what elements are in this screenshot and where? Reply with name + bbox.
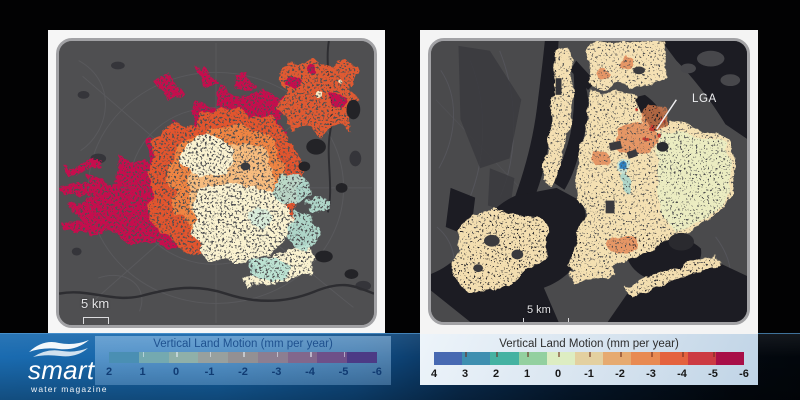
legend-color-segment [631, 352, 660, 365]
legend-color-segment [198, 352, 229, 363]
legend-tick [682, 352, 684, 357]
legend-tick-label: -6 [739, 368, 749, 380]
legend-tick [243, 352, 245, 357]
land-motion-data [60, 56, 360, 288]
scale-bar-label: 5 km [81, 296, 110, 311]
legend-color-segment [317, 352, 348, 363]
legend-color-segment [462, 352, 491, 365]
map-right-graphic [431, 41, 747, 322]
legend-color-segment [287, 352, 318, 363]
lga-annotation: LGA [692, 93, 717, 105]
legend-tick [651, 352, 653, 357]
legend-color-segment [138, 352, 169, 363]
dark-pockets [240, 99, 361, 279]
legend-tick-labels: 2 1 0 -1 -2 -3 -4 -5 -6 [105, 366, 382, 379]
legend-tick-label: 3 [461, 368, 469, 380]
water-patches [71, 61, 372, 291]
legend-color-segment [434, 352, 463, 365]
legend-right: Vertical Land Motion (mm per year) 4 3 2 1 0… [420, 334, 758, 385]
legend-tick [343, 352, 345, 357]
legend-tick [496, 352, 498, 357]
legend-tick [620, 352, 622, 357]
uplift-spot [616, 160, 633, 196]
legend-tick [465, 352, 467, 357]
scale-bar [83, 317, 109, 324]
legend-color-segment [347, 352, 378, 363]
legend-color-segment [490, 352, 519, 365]
coney-strip [570, 264, 616, 284]
legend-tick [310, 352, 312, 357]
logo-name: smart [28, 355, 95, 385]
legend-left: Vertical Land Motion (mm per year) 2 1 0 -1… [95, 336, 391, 385]
smart-water-magazine-logo: smart water magazine [24, 336, 144, 398]
legend-tick-labels: 4 3 2 1 0 -1 -2 -3 -4 -5 -6 [430, 368, 749, 381]
uplift-tint-east [656, 131, 732, 233]
legend-tick-label: 2 [492, 368, 500, 380]
scale-bar [523, 318, 569, 322]
legend-tick-label: -5 [708, 368, 718, 380]
sound-islands [680, 50, 741, 87]
borough-staten-island [452, 208, 549, 293]
legend-tick-label: -4 [677, 368, 687, 380]
legend-tick [558, 352, 560, 357]
legend-colorbar [109, 352, 378, 363]
map-panel-left: 5 km [48, 30, 385, 334]
legend-tick-label: 2 [105, 366, 113, 378]
legend-tick [527, 352, 529, 357]
legend-tick [276, 352, 278, 357]
wave-icon [29, 340, 89, 357]
legend-color-segment [603, 352, 632, 365]
map-right: LGA 5 km [428, 38, 750, 325]
uplift-region [248, 174, 328, 280]
legend-color-segment [715, 352, 745, 365]
legend-tick-label: 1 [523, 368, 531, 380]
subsidence-patches [589, 56, 669, 254]
lga-leader-line [656, 99, 677, 130]
rockaway-strip [623, 254, 720, 298]
legend-tick-label: -3 [646, 368, 656, 380]
map-left-graphic [59, 41, 374, 325]
legend-tick-label: -2 [615, 368, 625, 380]
legend-tick-label: 0 [554, 368, 562, 380]
legend-tick [142, 352, 144, 357]
legend-tick-label: -1 [584, 368, 594, 380]
northeast-cluster [276, 56, 360, 136]
legend-color-segment [168, 352, 199, 363]
borough-manhattan [540, 44, 573, 186]
legend-tick [713, 352, 715, 357]
legend-title: Vertical Land Motion (mm per year) [499, 338, 679, 350]
legend-color-segment [687, 352, 716, 365]
legend-tick [589, 352, 591, 357]
land-motion-data [452, 41, 736, 298]
legend-tick-label: -1 [204, 366, 215, 378]
park-holes [473, 66, 695, 273]
legend-tick [209, 352, 211, 357]
legend-colorbar [434, 352, 745, 365]
legend-tick-label: 1 [139, 366, 146, 378]
legend-tick-label: -6 [372, 366, 382, 378]
legend-color-segment [257, 352, 288, 363]
legend-tick-label: 0 [172, 366, 180, 378]
legend-color-segment [574, 352, 604, 365]
legend-tick-label: -4 [305, 366, 315, 378]
legend-tick-label: -3 [271, 366, 282, 378]
legend-color-segment [546, 352, 575, 365]
legend-title: Vertical Land Motion (mm per year) [153, 338, 333, 350]
legend-color-segment [228, 352, 258, 363]
scale-bar-label: 5 km [527, 304, 551, 316]
legend-tick-label: -5 [338, 366, 349, 378]
map-panel-right: LGA 5 km Vertical Land Motion (mm per ye… [420, 30, 758, 385]
legend-color-segment [659, 352, 688, 365]
legend-color-segment [109, 352, 139, 363]
map-left: 5 km [56, 38, 377, 328]
legend-tick [176, 352, 178, 357]
subsidence-spots [633, 107, 665, 142]
logo-tagline: water magazine [31, 384, 108, 394]
legend-tick-label: -2 [238, 366, 248, 378]
legend-tick-label: 4 [430, 368, 438, 380]
legend-color-segment [518, 352, 547, 365]
